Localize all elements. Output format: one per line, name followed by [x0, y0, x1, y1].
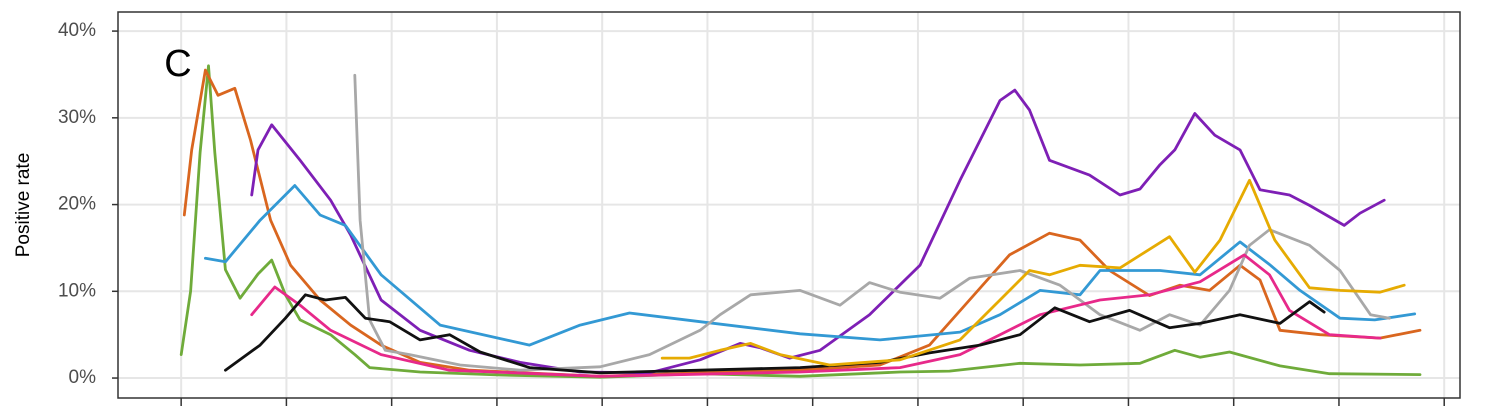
y-tick-label: 10%	[58, 280, 96, 301]
series-line	[353, 73, 1391, 372]
panel-label: C	[164, 43, 191, 85]
series-line	[204, 184, 1417, 347]
y-tick-label: 40%	[58, 20, 96, 41]
series-line	[660, 178, 1406, 367]
y-tick-label: 30%	[58, 107, 96, 128]
lines	[179, 64, 1422, 379]
series-line	[179, 64, 1422, 379]
series-line	[182, 68, 1422, 378]
series-line	[224, 293, 1326, 375]
series-line	[250, 88, 1386, 375]
y-tick-label: 0%	[69, 367, 97, 388]
y-tick-label: 20%	[58, 194, 96, 215]
y-axis-label: Positive rate	[13, 153, 34, 258]
